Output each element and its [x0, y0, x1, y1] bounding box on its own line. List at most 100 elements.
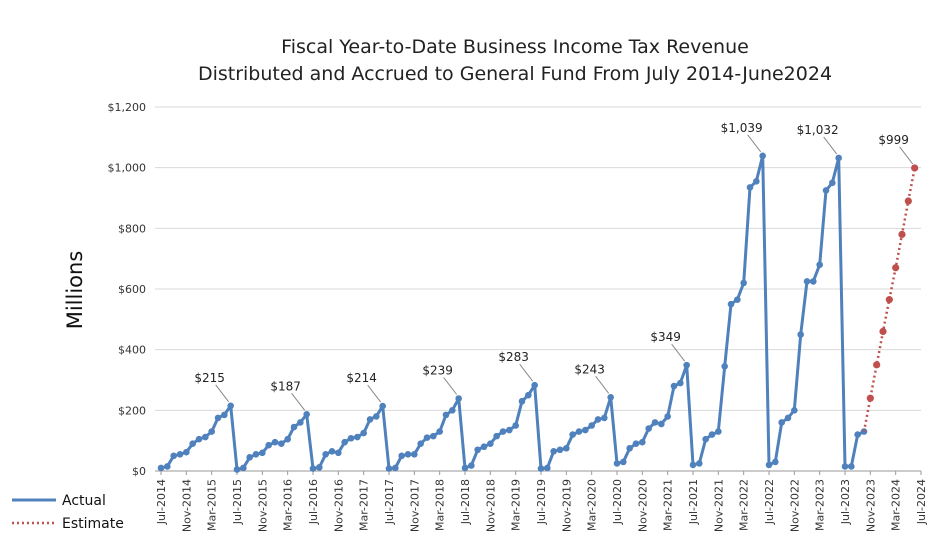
- data-point-actual: [233, 466, 241, 473]
- y-tick-label: $600: [118, 283, 146, 296]
- gridlines: [155, 106, 921, 472]
- annotation-leader: [519, 363, 534, 382]
- data-point-actual: [221, 411, 228, 419]
- y-axis-label: Millions: [63, 251, 87, 330]
- data-point-actual: [328, 447, 336, 455]
- x-tick-label: Nov-2020: [636, 479, 649, 532]
- data-point-actual: [525, 391, 532, 399]
- data-point-actual: [252, 451, 260, 458]
- chart-title-line-2: Distributed and Accrued to General Fund …: [198, 63, 832, 85]
- x-tick-label: Jul-2018: [459, 479, 472, 525]
- data-point-actual: [176, 451, 184, 458]
- data-point-actual: [259, 449, 266, 457]
- annotation-leader: [595, 375, 610, 394]
- data-point-estimate: [904, 197, 912, 205]
- data-point-actual: [715, 428, 722, 435]
- data-point-actual: [835, 154, 842, 162]
- data-point-actual: [341, 438, 348, 446]
- data-point-actual: [468, 462, 475, 469]
- data-point-actual: [354, 433, 361, 441]
- data-point-actual: [265, 441, 272, 449]
- data-point-actual: [227, 402, 234, 410]
- data-point-actual: [278, 440, 285, 448]
- data-point-actual: [658, 420, 665, 428]
- data-point-actual: [398, 452, 405, 460]
- data-point-actual: [854, 431, 861, 438]
- data-point-actual: [531, 381, 538, 389]
- data-point-actual: [689, 461, 697, 469]
- data-point-actual: [316, 464, 323, 471]
- data-point-actual: [303, 410, 310, 418]
- data-point-actual: [271, 438, 279, 446]
- x-tick-label: Nov-2018: [484, 479, 497, 532]
- data-point-actual: [734, 296, 741, 303]
- data-point-actual: [411, 451, 418, 458]
- x-tick-label: Nov-2014: [180, 479, 193, 532]
- data-annotations: $215 $187 $214 $239 $283 $243 $349 $1,039 $1,032…: [194, 121, 914, 411]
- annotation-leader: [443, 377, 458, 395]
- y-tick-label: $1,200: [108, 101, 147, 114]
- data-label: $187: [270, 379, 301, 393]
- x-tick-label: Mar-2016: [282, 479, 295, 531]
- data-point-actual: [582, 426, 589, 434]
- x-tick-label: Jul-2021: [687, 479, 700, 525]
- data-point-actual: [208, 428, 215, 435]
- data-point-actual: [449, 407, 456, 414]
- annotation-leader: [671, 343, 686, 362]
- data-point-actual: [670, 382, 678, 390]
- data-point-actual: [816, 261, 823, 269]
- data-point-actual: [480, 443, 488, 451]
- series-lines: [157, 152, 919, 473]
- data-point-actual: [607, 393, 614, 401]
- data-point-actual: [240, 464, 247, 472]
- y-axis-ticks: $0 $200 $400 $600 $800 $1,000 $1,200: [108, 101, 147, 478]
- data-label: $1,032: [797, 123, 839, 137]
- data-label: $215: [194, 371, 225, 385]
- data-point-actual: [506, 426, 513, 434]
- x-tick-label: Mar-2022: [738, 479, 751, 531]
- data-point-actual: [791, 407, 798, 414]
- legend-estimate-label: Estimate: [62, 516, 124, 532]
- data-point-actual: [284, 435, 291, 443]
- data-point-estimate: [885, 296, 893, 304]
- annotation-leader: [367, 384, 382, 403]
- x-tick-label: Nov-2021: [712, 479, 725, 532]
- data-point-actual: [772, 458, 779, 466]
- annotation-leader: [291, 392, 306, 411]
- data-point-actual: [518, 397, 526, 405]
- data-point-actual: [639, 438, 646, 446]
- data-point-actual: [442, 411, 450, 419]
- data-point-actual: [544, 464, 551, 472]
- data-point-actual: [550, 447, 557, 455]
- data-point-actual: [677, 379, 684, 387]
- y-tick-label: $200: [118, 404, 146, 417]
- data-point-actual: [702, 435, 709, 443]
- data-point-actual: [385, 465, 393, 472]
- data-point-actual: [740, 279, 747, 287]
- data-point-actual: [499, 428, 507, 435]
- data-point-actual: [189, 440, 196, 448]
- annotation-leader: [747, 134, 762, 153]
- x-tick-label: Nov-2023: [864, 479, 877, 532]
- data-point-actual: [594, 416, 602, 423]
- x-tick-label: Mar-2015: [206, 479, 219, 531]
- data-point-actual: [493, 432, 500, 440]
- data-point-actual: [664, 413, 671, 420]
- x-tick-label: Jul-2022: [763, 479, 776, 525]
- x-tick-label: Mar-2019: [510, 479, 523, 531]
- x-tick-label: Mar-2018: [434, 479, 447, 531]
- data-point-actual: [202, 433, 209, 441]
- data-point-actual: [461, 464, 469, 472]
- data-label: $239: [422, 364, 453, 378]
- data-point-actual: [436, 428, 443, 435]
- data-point-actual: [575, 428, 583, 435]
- data-point-actual: [613, 460, 621, 467]
- x-tick-label: Mar-2023: [814, 479, 827, 531]
- data-point-actual: [626, 444, 633, 452]
- x-tick-label: Nov-2015: [256, 479, 269, 532]
- data-point-actual: [810, 278, 817, 285]
- data-point-estimate: [879, 327, 887, 336]
- data-point-actual: [645, 425, 652, 432]
